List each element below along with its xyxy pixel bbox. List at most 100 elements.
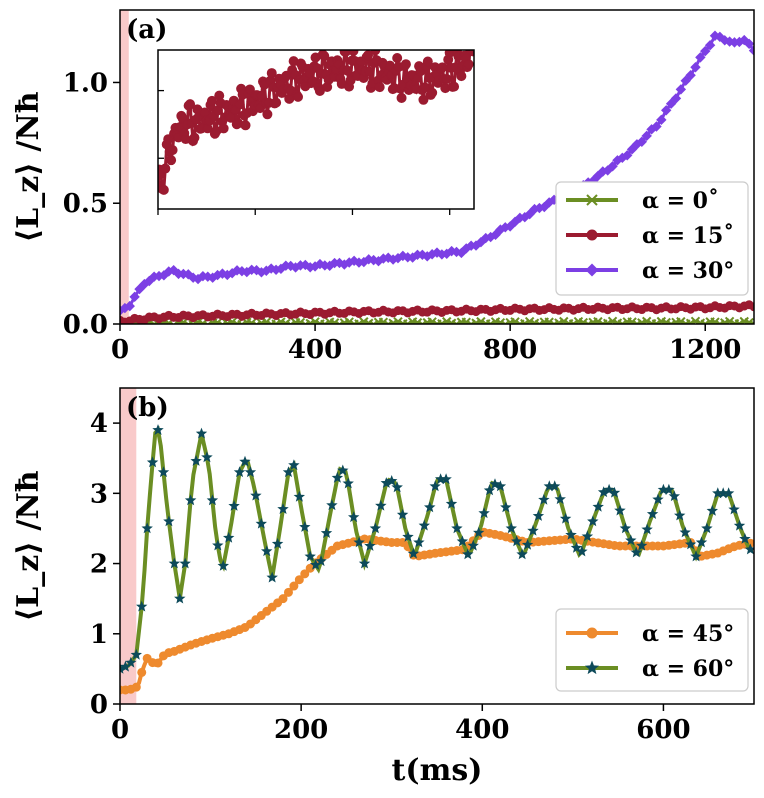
data-point — [724, 316, 735, 324]
inset — [157, 37, 476, 215]
data-point — [293, 490, 305, 502]
data-point — [427, 317, 437, 324]
inset-point — [441, 74, 452, 85]
data-point — [706, 504, 718, 516]
y-tick-label: 0 — [90, 690, 108, 720]
data-point — [206, 494, 219, 506]
data-point — [473, 526, 485, 538]
data-point — [158, 270, 170, 281]
data-point — [710, 317, 720, 324]
data-point — [299, 521, 311, 532]
data-point — [625, 534, 637, 546]
data-point — [676, 316, 686, 324]
x-tick-label: 200 — [274, 715, 328, 745]
data-point — [636, 539, 648, 551]
inset-point — [293, 91, 304, 102]
data-point — [456, 535, 469, 547]
x-tick-label: 400 — [455, 715, 509, 745]
data-point — [228, 500, 240, 511]
data-point — [368, 319, 379, 324]
data-point — [120, 660, 132, 672]
inset-point — [419, 82, 430, 93]
data-point — [315, 555, 327, 567]
data-point — [570, 541, 583, 553]
legend-marker — [585, 263, 599, 277]
data-point — [617, 152, 628, 164]
data-point — [146, 456, 159, 468]
data-point — [462, 548, 474, 560]
data-point — [131, 682, 141, 692]
data-point — [461, 317, 471, 324]
data-point — [137, 667, 147, 677]
data-point — [614, 504, 626, 516]
legend-label: α = 30° — [642, 258, 734, 284]
data-point — [451, 319, 462, 324]
data-point — [120, 302, 131, 314]
panel-a-label: (a) — [126, 15, 167, 45]
data-point — [509, 216, 521, 228]
inset-point — [422, 56, 433, 67]
inset-point — [266, 68, 277, 79]
data-point — [344, 317, 354, 324]
data-point — [748, 45, 754, 56]
data-point — [300, 569, 310, 579]
data-point — [500, 501, 512, 513]
data-point — [478, 507, 490, 519]
data-point — [184, 494, 197, 506]
data-point — [559, 316, 569, 324]
data-point — [549, 480, 561, 492]
data-point — [576, 545, 588, 557]
data-point — [674, 509, 686, 521]
data-point — [125, 656, 137, 668]
panel-a-frame — [119, 9, 755, 325]
panel-b-frame — [119, 387, 755, 705]
y-tick-label: 3 — [90, 479, 108, 509]
data-point — [656, 114, 667, 126]
data-point — [524, 208, 535, 220]
inset-point — [364, 66, 375, 77]
data-point — [519, 212, 530, 223]
panel-a: 0 400 800 1200 0.0 0.5 1.0 (a) ⟨L_z⟩ /Nħ α = 0… — [11, 9, 755, 365]
data-point — [538, 493, 550, 505]
data-point — [739, 316, 749, 324]
data-point — [622, 150, 633, 161]
data-point — [636, 136, 648, 147]
data-point — [353, 536, 365, 548]
panel-a-ticks: 0 400 800 1200 0.0 0.5 1.0 — [63, 68, 742, 365]
legend-marker — [584, 660, 600, 675]
data-point — [592, 500, 604, 512]
data-point — [277, 503, 289, 514]
data-point — [521, 538, 534, 550]
inset-point — [467, 37, 476, 46]
data-point — [396, 508, 409, 520]
data-point — [684, 538, 697, 550]
data-point — [283, 587, 293, 597]
inset-point — [218, 123, 229, 134]
data-point — [532, 510, 545, 521]
legend-marker — [586, 229, 598, 241]
data-point — [233, 466, 246, 478]
legend-marker — [586, 194, 598, 206]
data-point — [326, 499, 338, 511]
inset-point — [199, 107, 210, 118]
panel-b-xlabel: t(ms) — [392, 753, 483, 788]
data-point — [337, 464, 349, 476]
data-point — [489, 478, 501, 490]
panel-a-legend-box — [555, 181, 749, 296]
data-point — [320, 319, 330, 324]
data-point — [403, 319, 413, 324]
inset-point — [348, 50, 359, 56]
data-point — [646, 124, 657, 135]
data-point — [712, 487, 724, 499]
inset-point — [240, 120, 251, 131]
data-point — [685, 70, 696, 81]
data-point — [583, 319, 593, 324]
inset-point — [262, 109, 273, 120]
legend-label: α = 60° — [642, 656, 734, 682]
data-point — [239, 455, 251, 467]
inset-point — [374, 82, 385, 93]
data-point — [148, 271, 160, 282]
panel-a-shaded-region — [120, 10, 129, 324]
data-point — [329, 318, 340, 324]
legend-marker — [586, 627, 598, 639]
